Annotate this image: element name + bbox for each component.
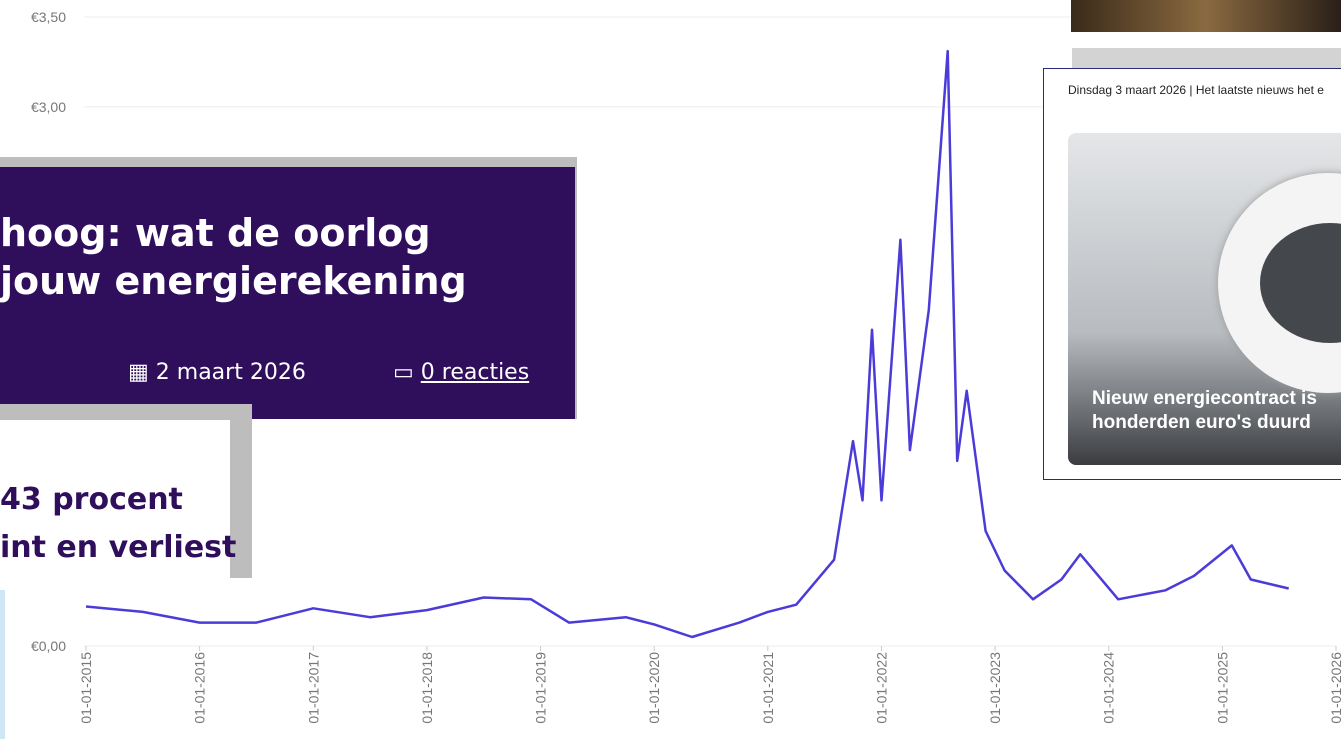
news-header: Dinsdag 3 maart 2026 | Het laatste nieuw… [1068,83,1324,97]
headline-line: honderden euro's duurd [1092,412,1311,433]
x-tick-label: 01-01-2017 [305,652,321,724]
price-line [85,49,1289,639]
x-tick-label: 01-01-2019 [533,652,549,724]
image-strip [1071,0,1341,32]
x-tick-label: 01-01-2021 [760,652,776,724]
date: 2 maart 2026 [155,360,306,385]
y-tick-label: €3,00 [31,99,66,115]
news-headline: Nieuw energiecontract is honderden euro'… [1092,387,1317,435]
news-panel: Dinsdag 3 maart 2026 | Het laatste nieuw… [1043,68,1341,480]
teaser-line: int en verliest [0,530,237,565]
comments-link[interactable]: 0 reacties [420,360,530,385]
x-tick-label: 01-01-2022 [873,652,889,724]
x-tick-label: 01-01-2025 [1214,652,1230,724]
teaser-card: 43 procent int en verliest [0,420,237,590]
article-card: hoog: wat de oorlog jouw energierekening… [0,167,575,419]
article-date: ▦ 2 maart 2026 [128,360,306,385]
article-title: hoog: wat de oorlog jouw energierekening [0,209,467,305]
y-tick-label: €0,00 [31,638,66,654]
side-strip [0,590,5,739]
x-tick-label: 01-01-2016 [192,652,208,724]
title-line: hoog: wat de oorlog [0,211,431,255]
article-comments[interactable]: ▭ 0 reacties [393,360,530,385]
x-tick-label: 01-01-2015 [78,652,94,724]
title-line: jouw energierekening [0,259,467,303]
x-tick-label: 01-01-2018 [419,652,435,724]
headline-line: Nieuw energiecontract is [1092,388,1317,409]
x-tick-label: 01-01-2020 [646,652,662,724]
news-card[interactable]: Nieuw energiecontract is honderden euro'… [1068,133,1341,465]
teaser-line: 43 procent [0,482,183,517]
x-tick-label: 01-01-2024 [1101,652,1117,724]
y-tick-label: €3,50 [31,9,66,25]
x-tick-label: 01-01-2023 [987,652,1003,724]
x-tick-label: 01-01-2026 [1328,652,1341,724]
